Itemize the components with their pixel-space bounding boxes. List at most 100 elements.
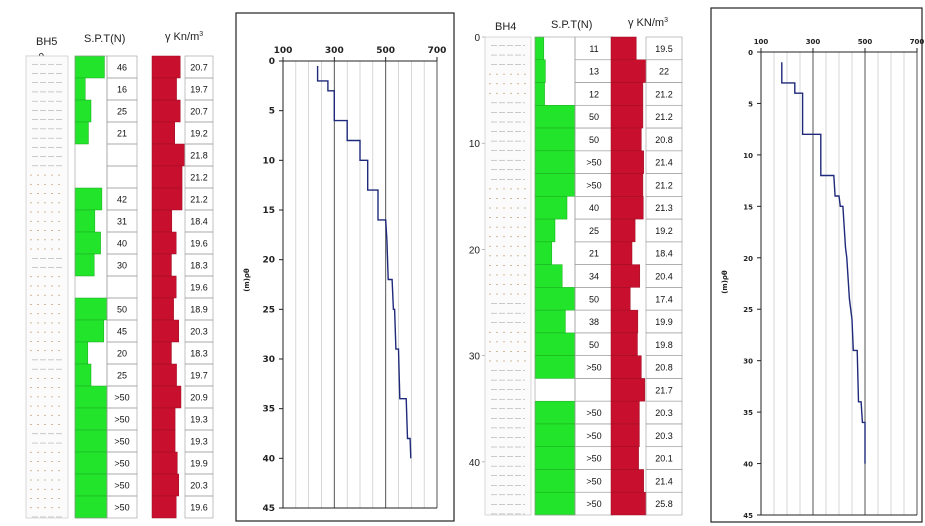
depth-label: 10 (469, 139, 481, 150)
gamma-bar (151, 451, 178, 475)
spt-value: 25 (117, 371, 127, 381)
gamma-value: 19.7 (190, 371, 208, 381)
gamma-value: 20.4 (655, 272, 673, 282)
y-tick-label: 45 (743, 512, 753, 520)
gamma-value: 19.7 (190, 85, 208, 95)
gamma-bar (151, 385, 182, 409)
spt-bar (74, 451, 108, 475)
spt-bar (534, 127, 576, 152)
spt-bar (74, 121, 89, 145)
spt-value: 30 (117, 261, 127, 271)
gamma-value: 19.8 (655, 340, 673, 350)
gamma-value: 19.9 (655, 317, 673, 327)
spt-bar (534, 400, 576, 425)
gamma-value-cell (645, 491, 683, 516)
depth-label: 30 (469, 352, 481, 363)
spt-bar (74, 495, 108, 519)
soil-column-frame (25, 55, 69, 519)
spt-value: >50 (114, 437, 129, 447)
spt-bar (74, 231, 101, 255)
bh4-title: BH4 (495, 21, 516, 33)
spt-value: >50 (114, 503, 129, 513)
spt-bar (534, 264, 563, 288)
y-tick-label: 10 (743, 152, 753, 160)
spt-value-cell (106, 275, 138, 299)
gamma-bar (151, 187, 183, 211)
y-tick-label: 30 (743, 358, 753, 366)
x-tick-label: 500 (858, 38, 873, 46)
spt-bar (534, 446, 576, 470)
spt-value: 21 (117, 129, 127, 139)
depth-label: 40 (469, 458, 481, 469)
gamma-value: 18.4 (190, 217, 208, 227)
spt-bar (534, 309, 566, 334)
spt-bar (534, 423, 576, 447)
y-tick-label: 10 (262, 156, 275, 166)
gamma-value: 21.4 (655, 476, 673, 486)
gamma-bar (151, 275, 177, 299)
gamma-bar (151, 297, 174, 321)
spt-bar (534, 82, 545, 106)
gamma-value: 20.3 (655, 431, 673, 441)
gamma-value: 25.8 (655, 499, 673, 509)
chart-frame (235, 12, 455, 522)
spt-bar (534, 332, 576, 356)
spt-bar (74, 319, 105, 343)
gamma-value: 20.3 (190, 327, 208, 337)
gamma-bar (151, 165, 183, 189)
spt-value: 25 (589, 226, 599, 236)
gamma-bar (151, 473, 180, 497)
spt-value: 46 (117, 63, 127, 73)
gamma-bar (610, 423, 640, 447)
bh5-spt-column: 46 16 25 21 42 31 40 30 50 45 20 25 >50 >50 >50 >50 >50 >… (74, 55, 138, 519)
gamma-bar (151, 429, 176, 453)
spt-value: 50 (589, 340, 599, 350)
spt-value: >50 (586, 363, 601, 373)
spt-bar (74, 253, 95, 277)
x-tick-label: 300 (806, 38, 821, 46)
gamma-bar (610, 400, 640, 425)
gamma-bar (151, 253, 172, 277)
gamma-value: 20.7 (190, 107, 208, 117)
spt-bar (74, 55, 105, 79)
spt-velocity-chart-2: 100 300 500 700 0 5 10 15 20 25 30 35 40 45 (m)ρθ (710, 7, 924, 523)
y-tick-label: 0 (269, 57, 275, 67)
gamma-bar (610, 469, 644, 493)
y-tick-label: 35 (262, 405, 275, 415)
bh4-gamma-header: γ KN/m3 (628, 17, 668, 29)
spt-bar (74, 363, 92, 387)
y-tick-label: 35 (743, 409, 753, 417)
spt-value: >50 (586, 431, 601, 441)
gamma-bar (610, 332, 638, 356)
y-tick-label: 20 (262, 256, 275, 266)
chart-frame (710, 7, 923, 523)
spt-value: 50 (589, 135, 599, 145)
gamma-value: 18.4 (655, 249, 673, 259)
gamma-bar (151, 77, 177, 101)
spt-bar (74, 385, 108, 409)
spt-column-frame (74, 55, 108, 519)
spt-column-frame (534, 36, 576, 516)
gamma-value: 20.3 (655, 408, 673, 418)
gamma-bar (610, 150, 644, 174)
y-tick-label: 45 (262, 504, 275, 514)
spt-value: >50 (586, 180, 601, 190)
spt-value: 16 (117, 85, 127, 95)
bh5-title: BH5 (36, 36, 57, 48)
spt-bar (534, 491, 576, 516)
spt-value: >50 (114, 415, 129, 425)
gamma-bar (151, 121, 175, 145)
spt-value: >50 (114, 459, 129, 469)
bh5-gamma-header: γ Kn/m3 (165, 31, 203, 43)
gamma-value: 19.3 (190, 437, 208, 447)
spt-value: >50 (586, 499, 601, 509)
y-tick-label: 40 (262, 454, 275, 464)
gamma-value: 21.4 (655, 158, 673, 168)
spt-bar (534, 59, 546, 83)
x-tick-label: 500 (376, 46, 395, 56)
y-axis-label: (m)ρθ (721, 270, 729, 294)
gamma-value-cell (184, 495, 214, 519)
gamma-bar (151, 319, 180, 343)
spt-value: 12 (589, 89, 599, 99)
